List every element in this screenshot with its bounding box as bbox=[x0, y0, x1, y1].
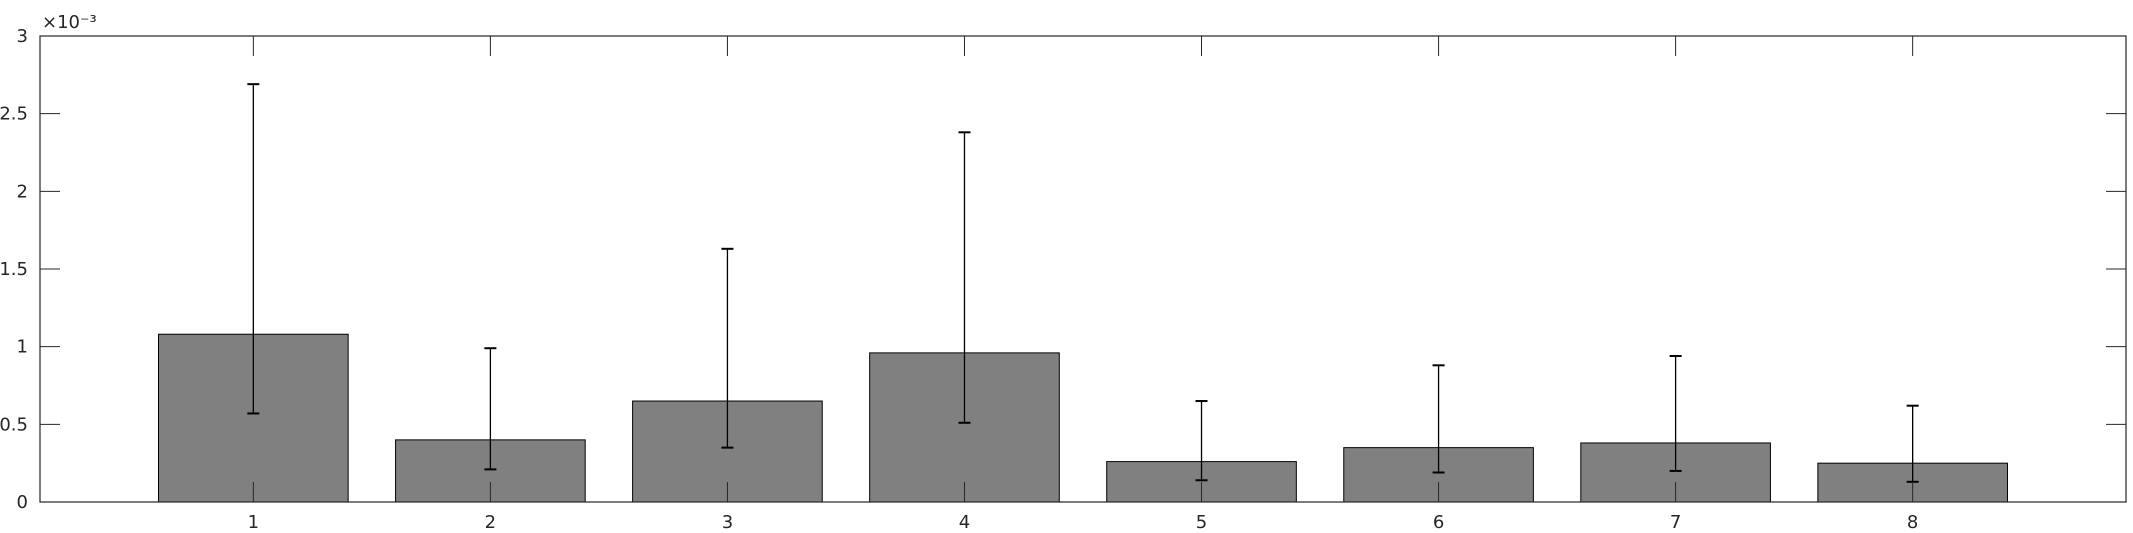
y-axis-exponent-label: ×10⁻³ bbox=[42, 12, 97, 33]
x-tick-label-3: 3 bbox=[722, 512, 733, 533]
error-bars-group bbox=[247, 83, 1919, 483]
y-tick-label-6: 3 bbox=[17, 26, 28, 47]
x-tick-label-8: 8 bbox=[1907, 512, 1918, 533]
y-tick-label-2: 1 bbox=[17, 337, 28, 358]
y-tick-label-5: 2.5 bbox=[0, 104, 28, 125]
x-tick-label-1: 1 bbox=[248, 512, 259, 533]
y-tick-label-0: 0 bbox=[17, 492, 28, 513]
y-tick-label-1: 0.5 bbox=[0, 414, 28, 435]
y-tick-label-4: 2 bbox=[17, 181, 28, 202]
y-tick-label-3: 1.5 bbox=[0, 259, 28, 280]
x-tick-label-2: 2 bbox=[485, 512, 496, 533]
x-tick-label-7: 7 bbox=[1670, 512, 1681, 533]
x-tick-label-4: 4 bbox=[959, 512, 970, 533]
ticks-group: 1 2 3 4 5 6 7 8 0 0.5 1 1.5 2 2.5 3 bbox=[0, 26, 2126, 533]
x-tick-label-6: 6 bbox=[1433, 512, 1444, 533]
x-tick-label-5: 5 bbox=[1196, 512, 1207, 533]
plot-area bbox=[40, 36, 2126, 502]
